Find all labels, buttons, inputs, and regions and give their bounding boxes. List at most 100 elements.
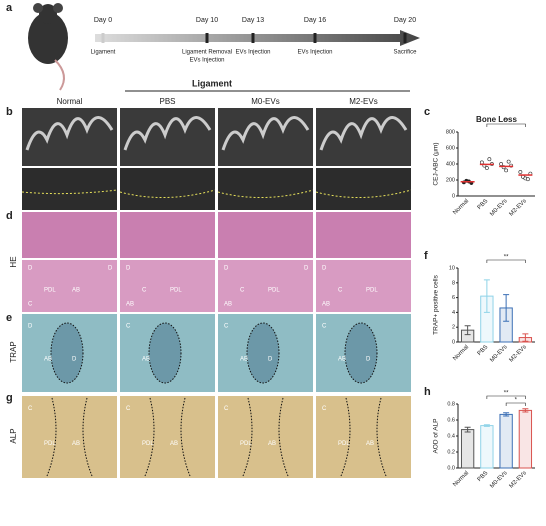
event-label: Ligament Removal xyxy=(182,50,232,56)
bar xyxy=(499,413,513,469)
data-point xyxy=(487,157,492,162)
day-tick xyxy=(313,33,317,43)
image-label: D xyxy=(72,357,77,363)
image-label: C xyxy=(28,406,33,412)
y-tick-label: 0 xyxy=(452,339,455,345)
row-label: HE xyxy=(9,256,18,267)
bone-outline xyxy=(217,189,314,198)
bone-outline xyxy=(119,189,216,198)
x-tick-label: M2-EVs xyxy=(509,344,528,363)
column-label: Normal xyxy=(57,97,83,106)
bar xyxy=(460,429,475,469)
significance-bracket xyxy=(486,395,526,399)
micro-ct-image xyxy=(22,108,117,166)
panel-letter: e xyxy=(6,312,12,324)
he-image xyxy=(218,212,313,258)
y-tick-label: 600 xyxy=(446,145,455,151)
he-image xyxy=(316,212,411,258)
column-label: M0-EVs xyxy=(251,97,279,106)
image-label: PDL xyxy=(170,288,182,294)
y-tick-label: 0.6 xyxy=(447,417,455,423)
image-label: PDL xyxy=(240,441,252,447)
day-tick xyxy=(251,33,255,43)
image-label: C xyxy=(240,288,245,294)
alp-pdl-region xyxy=(144,397,191,477)
alp-pdl-region xyxy=(340,397,387,477)
alp-pdl-region xyxy=(46,397,93,477)
image-label: D xyxy=(268,357,273,363)
y-tick-label: 0.2 xyxy=(447,449,455,455)
y-tick-label: 10 xyxy=(449,265,455,271)
significance-label: ** xyxy=(504,255,509,261)
image-label: AB xyxy=(126,302,134,308)
panel-letter: a xyxy=(6,2,13,14)
image-label: D xyxy=(304,266,309,272)
he-image xyxy=(120,212,215,258)
bar xyxy=(518,409,533,469)
day-label: Day 13 xyxy=(242,17,264,24)
y-tick-label: 0 xyxy=(452,193,455,199)
alp-image xyxy=(316,396,411,478)
x-tick-label: Normal xyxy=(452,344,470,362)
y-tick-label: 0.0 xyxy=(447,465,455,471)
he-image-zoom xyxy=(316,260,411,312)
event-label: Sacrifice xyxy=(393,50,417,56)
y-tick-label: 8 xyxy=(452,280,455,286)
significance-label: ** xyxy=(504,391,509,397)
event-label: EVs Injection xyxy=(235,50,270,56)
panel-letter: d xyxy=(6,210,13,222)
significance-bracket xyxy=(486,259,526,263)
teeth-outline xyxy=(123,116,212,151)
y-tick-label: 4 xyxy=(452,310,455,316)
image-label: C xyxy=(126,406,131,412)
error-bar xyxy=(503,412,510,417)
image-label: AB xyxy=(224,302,232,308)
image-label: C xyxy=(142,288,147,294)
teeth-outline xyxy=(221,116,310,151)
image-label: D xyxy=(322,266,327,272)
teeth-outline xyxy=(25,116,114,151)
day-tick xyxy=(101,33,105,43)
day-tick xyxy=(403,33,407,43)
x-tick-label: PBS xyxy=(477,198,490,211)
significance-bracket xyxy=(486,123,526,127)
panel-letter: h xyxy=(424,386,431,398)
error-bar xyxy=(503,294,510,322)
panel-letter: f xyxy=(424,250,428,262)
x-tick-label: Normal xyxy=(452,470,470,488)
image-label: PDL xyxy=(44,288,56,294)
he-image-zoom xyxy=(22,260,117,312)
column-label: PBS xyxy=(159,97,175,106)
significance-label: ** xyxy=(504,119,509,125)
trap-ab-region xyxy=(246,322,280,384)
image-label: D xyxy=(28,324,33,330)
micro-ct-image xyxy=(316,168,411,210)
image-label: AB xyxy=(142,357,150,363)
image-label: C xyxy=(322,406,327,412)
y-axis-label: CEJ-ABC (μm) xyxy=(433,142,440,185)
image-label: D xyxy=(108,266,113,272)
image-label: D xyxy=(224,266,229,272)
image-label: C xyxy=(338,288,343,294)
micro-ct-image xyxy=(218,168,313,210)
data-point xyxy=(504,168,509,173)
image-label: C xyxy=(28,302,33,308)
image-label: AB xyxy=(322,302,330,308)
data-point xyxy=(525,177,530,182)
image-label: D xyxy=(28,266,33,272)
error-bar xyxy=(464,325,471,336)
data-point xyxy=(499,162,504,166)
x-tick-label: M2-EVs xyxy=(509,470,528,489)
event-label: EVs Injection xyxy=(189,58,224,64)
day-label: Day 20 xyxy=(394,17,416,24)
panel-letter: c xyxy=(424,106,430,118)
data-point xyxy=(506,159,511,164)
image-label: C xyxy=(224,324,229,330)
y-axis-label: TRAP+ positive cells xyxy=(433,274,440,335)
data-point xyxy=(484,166,489,170)
panel-letter: b xyxy=(6,106,13,118)
image-label: AB xyxy=(268,441,276,447)
micro-ct-image xyxy=(120,108,215,166)
